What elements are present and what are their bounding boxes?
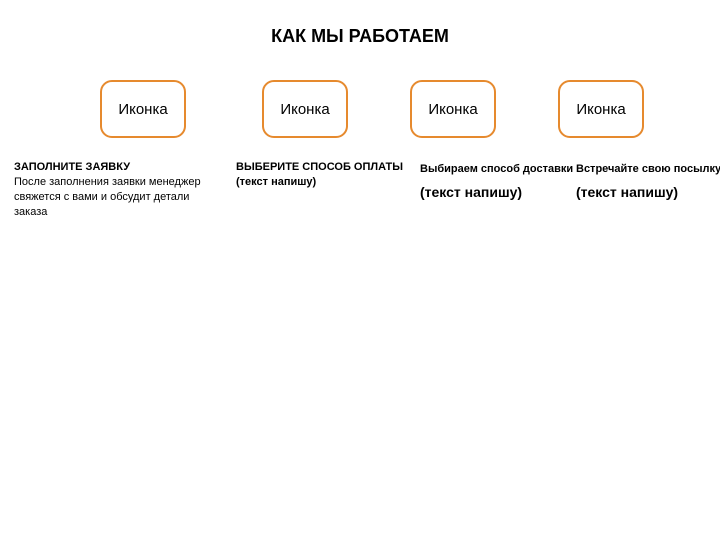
icon-placeholder-box: Иконка — [558, 80, 644, 138]
step-4-caption: Встречайте свою посылку (текст напишу) — [576, 162, 720, 202]
section-title: КАК МЫ РАБОТАЕМ — [0, 26, 720, 47]
icon-placeholder-box: Иконка — [262, 80, 348, 138]
step-heading: Выбираем способ доставки — [420, 162, 580, 177]
step-big: (текст напишу) — [420, 183, 580, 202]
step-4: Иконка — [558, 80, 644, 138]
step-3-caption: Выбираем способ доставки (текст напишу) — [420, 162, 580, 202]
step-body: После заполнения заявки менеджер свяжетс… — [14, 175, 214, 220]
step-2-caption: ВЫБЕРИТЕ СПОСОБ ОПЛАТЫ (текст напишу) — [236, 160, 411, 190]
icon-placeholder-box: Иконка — [410, 80, 496, 138]
steps-row: Иконка Иконка Иконка Иконка — [0, 80, 720, 138]
page: КАК МЫ РАБОТАЕМ Иконка Иконка Иконка Ико… — [0, 0, 720, 540]
step-body: (текст напишу) — [236, 175, 411, 190]
step-1: Иконка — [100, 80, 186, 138]
step-3: Иконка — [410, 80, 496, 138]
step-1-caption: ЗАПОЛНИТЕ ЗАЯВКУ После заполнения заявки… — [14, 160, 214, 219]
step-heading: Встречайте свою посылку — [576, 162, 720, 177]
step-heading: ВЫБЕРИТЕ СПОСОБ ОПЛАТЫ — [236, 160, 411, 175]
step-heading: ЗАПОЛНИТЕ ЗАЯВКУ — [14, 160, 214, 175]
icon-placeholder-box: Иконка — [100, 80, 186, 138]
step-2: Иконка — [262, 80, 348, 138]
step-big: (текст напишу) — [576, 183, 720, 202]
